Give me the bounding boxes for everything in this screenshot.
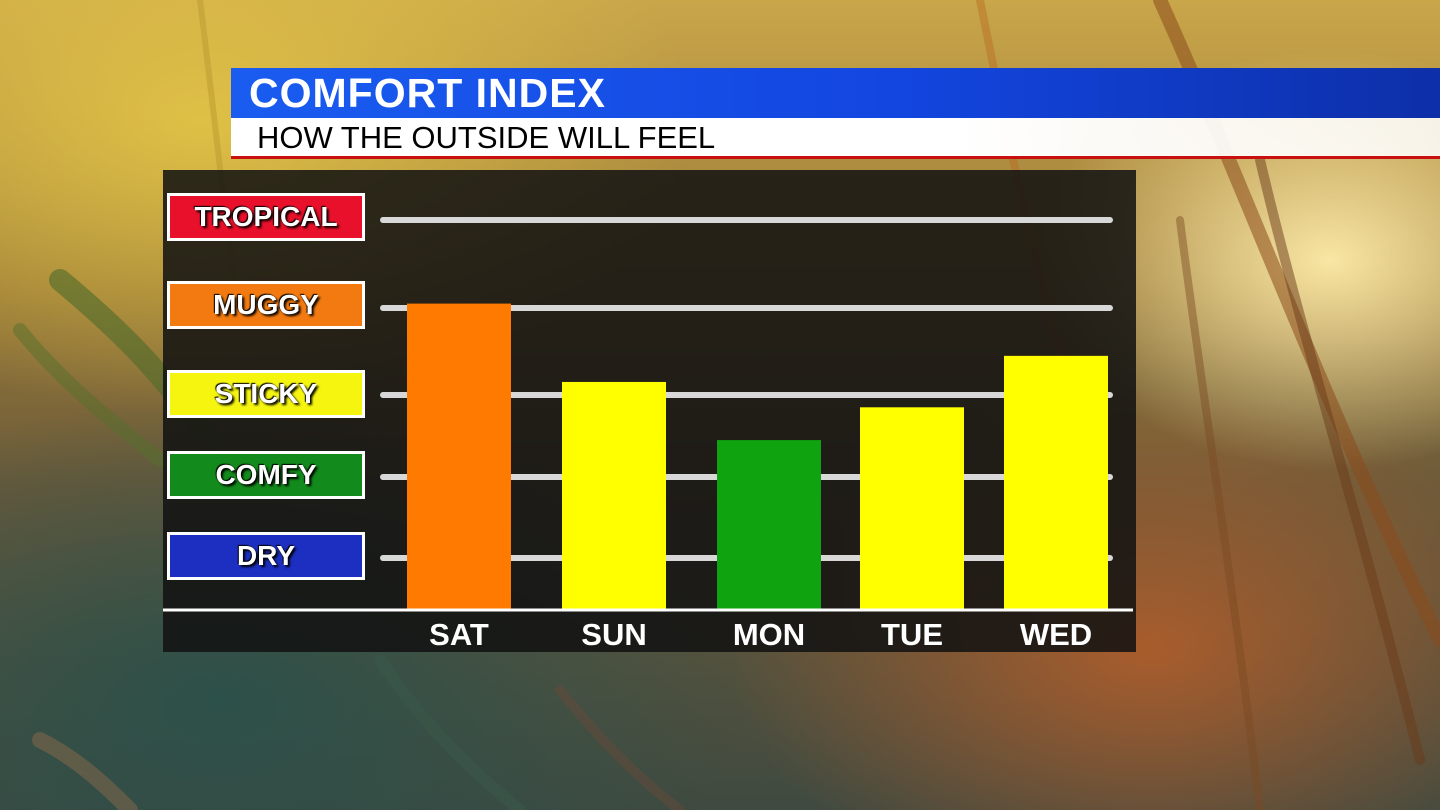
x-tick-tue: TUE bbox=[881, 617, 943, 652]
bar-tue bbox=[860, 407, 964, 610]
bar-sun bbox=[562, 381, 666, 610]
level-label-tropical: TROPICAL bbox=[167, 193, 365, 241]
x-tick-wed: WED bbox=[1020, 617, 1092, 652]
level-label-comfy: COMFY bbox=[167, 451, 365, 499]
bar-mon bbox=[717, 440, 821, 610]
level-label-sticky: STICKY bbox=[167, 370, 365, 418]
level-label-dry: DRY bbox=[167, 532, 365, 580]
chart-title: COMFORT INDEX bbox=[231, 68, 1440, 118]
chart-subtitle: HOW THE OUTSIDE WILL FEEL bbox=[231, 118, 1440, 159]
bar-wed bbox=[1004, 355, 1108, 610]
header: COMFORT INDEX HOW THE OUTSIDE WILL FEEL bbox=[231, 68, 1440, 159]
x-tick-sun: SUN bbox=[581, 617, 646, 652]
chart-panel: TROPICAL MUGGY STICKY COMFY DRY SAT SUN MO… bbox=[163, 170, 1136, 652]
level-label-muggy: MUGGY bbox=[167, 281, 365, 329]
x-tick-sat: SAT bbox=[429, 617, 489, 652]
bar-sat bbox=[407, 303, 511, 610]
x-tick-mon: MON bbox=[733, 617, 805, 652]
comfort-bar-chart: SAT SUN MON TUE WED bbox=[163, 217, 1133, 652]
